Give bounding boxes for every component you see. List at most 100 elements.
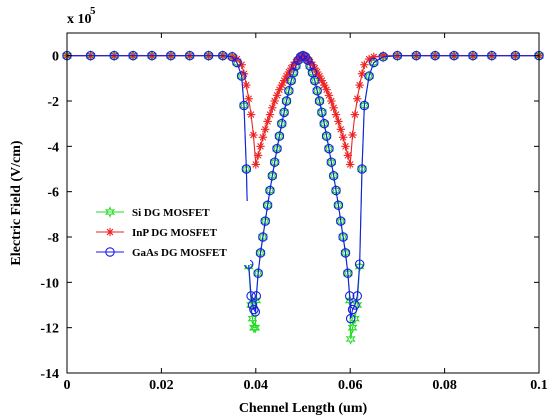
marker-shape	[344, 152, 352, 159]
marker-shape	[247, 300, 258, 310]
data-point	[218, 50, 228, 61]
data-point	[430, 50, 440, 61]
y-tick-label: -12	[40, 322, 59, 337]
marker-shape	[364, 71, 374, 81]
data-point	[350, 110, 360, 119]
data-point	[227, 52, 237, 62]
data-point	[327, 96, 336, 106]
marker-shape	[236, 71, 247, 81]
marker-shape	[344, 291, 355, 301]
data-point	[449, 50, 459, 61]
data-point	[258, 133, 268, 142]
data-point	[343, 151, 353, 160]
data-point	[357, 164, 367, 174]
data-point	[312, 86, 322, 96]
marker-shape	[258, 232, 268, 242]
marker-shape	[338, 232, 348, 242]
data-point	[272, 143, 282, 154]
y-tick-label: -14	[40, 367, 59, 382]
data-point	[348, 130, 357, 140]
data-point	[249, 304, 259, 315]
marker-shape	[252, 161, 260, 168]
data-point	[487, 50, 497, 61]
legend-label: InP DG MOSFET	[132, 227, 218, 239]
marker-shape	[233, 55, 241, 63]
marker-shape	[339, 133, 347, 141]
marker-shape	[343, 268, 353, 279]
marker-shape	[288, 67, 299, 78]
marker-shape	[250, 307, 261, 317]
data-point	[251, 291, 262, 301]
marker-shape	[345, 333, 356, 345]
marker-shape	[265, 185, 275, 196]
marker-shape	[241, 164, 252, 174]
legend-item: Si DG MOSFET	[96, 206, 210, 219]
data-point	[128, 50, 138, 61]
data-point	[329, 103, 338, 112]
marker-shape	[321, 131, 332, 141]
marker-shape	[347, 321, 358, 334]
data-point	[333, 200, 344, 211]
x-tick-label: 0.08	[432, 378, 457, 393]
marker-shape	[251, 291, 262, 301]
marker-shape	[261, 126, 269, 133]
data-point	[236, 71, 247, 81]
marker-shape	[166, 50, 176, 61]
marker-shape	[85, 50, 96, 61]
marker-shape	[468, 50, 478, 61]
marker-shape	[316, 72, 323, 80]
marker-shape	[264, 118, 271, 125]
marker-shape	[305, 61, 315, 71]
data-point	[244, 94, 253, 103]
marker-shape	[106, 228, 114, 236]
data-point	[341, 142, 350, 151]
marker-shape	[358, 70, 366, 78]
data-point	[250, 321, 261, 334]
data-point	[246, 291, 256, 301]
marker-shape	[274, 131, 285, 141]
legend-item: InP DG MOSFET	[96, 227, 218, 239]
data-point	[147, 50, 157, 61]
marker-shape	[269, 157, 280, 167]
marker-shape	[510, 50, 521, 61]
marker-shape	[246, 291, 256, 301]
marker-shape	[487, 50, 497, 61]
data-point	[281, 96, 292, 106]
marker-shape	[369, 57, 379, 68]
data-point	[354, 259, 365, 269]
data-point	[263, 117, 272, 126]
x-tick-label: 0.04	[244, 378, 269, 393]
marker-shape	[328, 171, 339, 181]
data-point	[317, 107, 327, 118]
y-multiplier-label: x 10	[67, 12, 92, 27]
marker-shape	[232, 57, 242, 68]
data-point	[232, 57, 242, 68]
data-point	[324, 143, 334, 154]
data-point	[261, 125, 270, 134]
plot-frame	[66, 32, 540, 374]
data-point	[249, 130, 258, 140]
data-point	[302, 55, 313, 65]
marker-shape	[254, 152, 262, 159]
data-point	[321, 131, 332, 141]
marker-shape	[347, 304, 358, 315]
data-point	[340, 248, 351, 258]
marker-shape	[323, 86, 330, 93]
marker-shape	[327, 97, 335, 105]
data-point	[310, 75, 320, 86]
data-point	[260, 216, 270, 226]
data-point	[277, 118, 287, 129]
data-point	[364, 71, 374, 81]
legend-marker	[105, 247, 115, 257]
marker-shape	[332, 111, 340, 118]
marker-shape	[291, 61, 301, 71]
data-point	[268, 103, 277, 112]
marker-shape	[262, 200, 273, 211]
data-point	[352, 291, 363, 301]
data-point	[237, 60, 246, 69]
marker-shape	[317, 107, 327, 118]
data-point	[246, 110, 256, 119]
marker-shape	[312, 86, 322, 96]
marker-shape	[352, 291, 363, 301]
